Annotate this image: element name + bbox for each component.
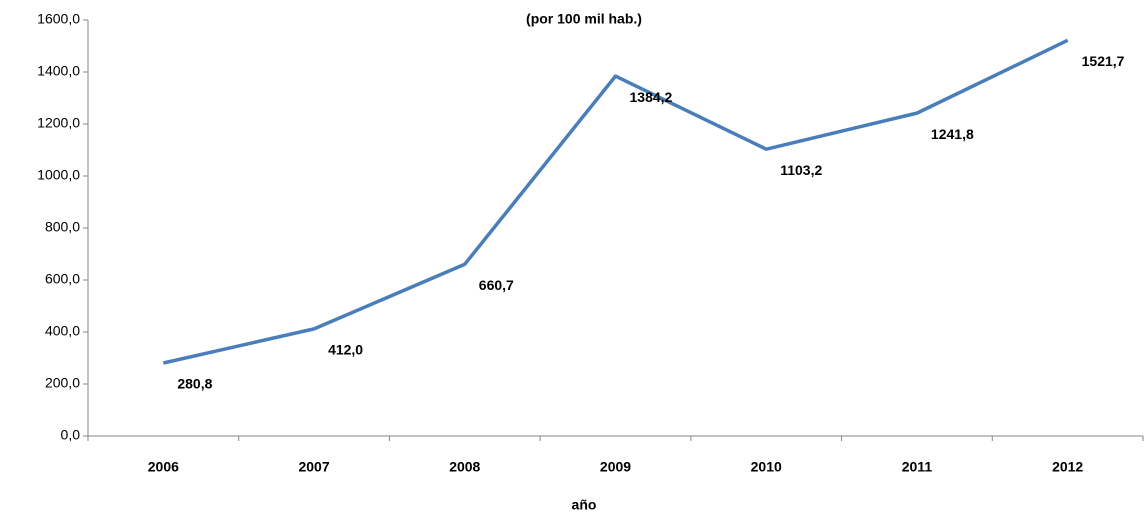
y-tick-label: 800,0 xyxy=(45,219,80,235)
x-axis-label: año xyxy=(572,497,597,513)
x-tick-label: 2010 xyxy=(751,459,782,475)
y-tick-label: 600,0 xyxy=(45,271,80,287)
data-label: 412,0 xyxy=(328,342,363,358)
x-tick-label: 2009 xyxy=(600,459,631,475)
y-tick-label: 200,0 xyxy=(45,375,80,391)
x-tick-label: 2011 xyxy=(902,459,933,475)
x-tick-label: 2012 xyxy=(1052,459,1083,475)
x-tick-label: 2008 xyxy=(449,459,480,475)
data-label: 660,7 xyxy=(479,277,514,293)
y-tick-label: 400,0 xyxy=(45,323,80,339)
data-label: 1241,8 xyxy=(931,126,974,142)
y-tick-label: 1400,0 xyxy=(37,63,80,79)
x-tick-label: 2006 xyxy=(148,459,179,475)
data-label: 1384,2 xyxy=(630,89,673,105)
y-tick-label: 1200,0 xyxy=(37,115,80,131)
chart-title: (por 100 mil hab.) xyxy=(526,11,642,27)
x-tick-label: 2007 xyxy=(298,459,329,475)
data-label: 280,8 xyxy=(177,376,212,392)
data-label: 1103,2 xyxy=(780,162,822,178)
data-label: 1521,7 xyxy=(1082,53,1125,69)
y-tick-label: 1000,0 xyxy=(37,167,80,183)
y-tick-label: 1600,0 xyxy=(37,11,80,27)
y-tick-label: 0,0 xyxy=(61,427,81,443)
line-series xyxy=(162,38,1069,365)
